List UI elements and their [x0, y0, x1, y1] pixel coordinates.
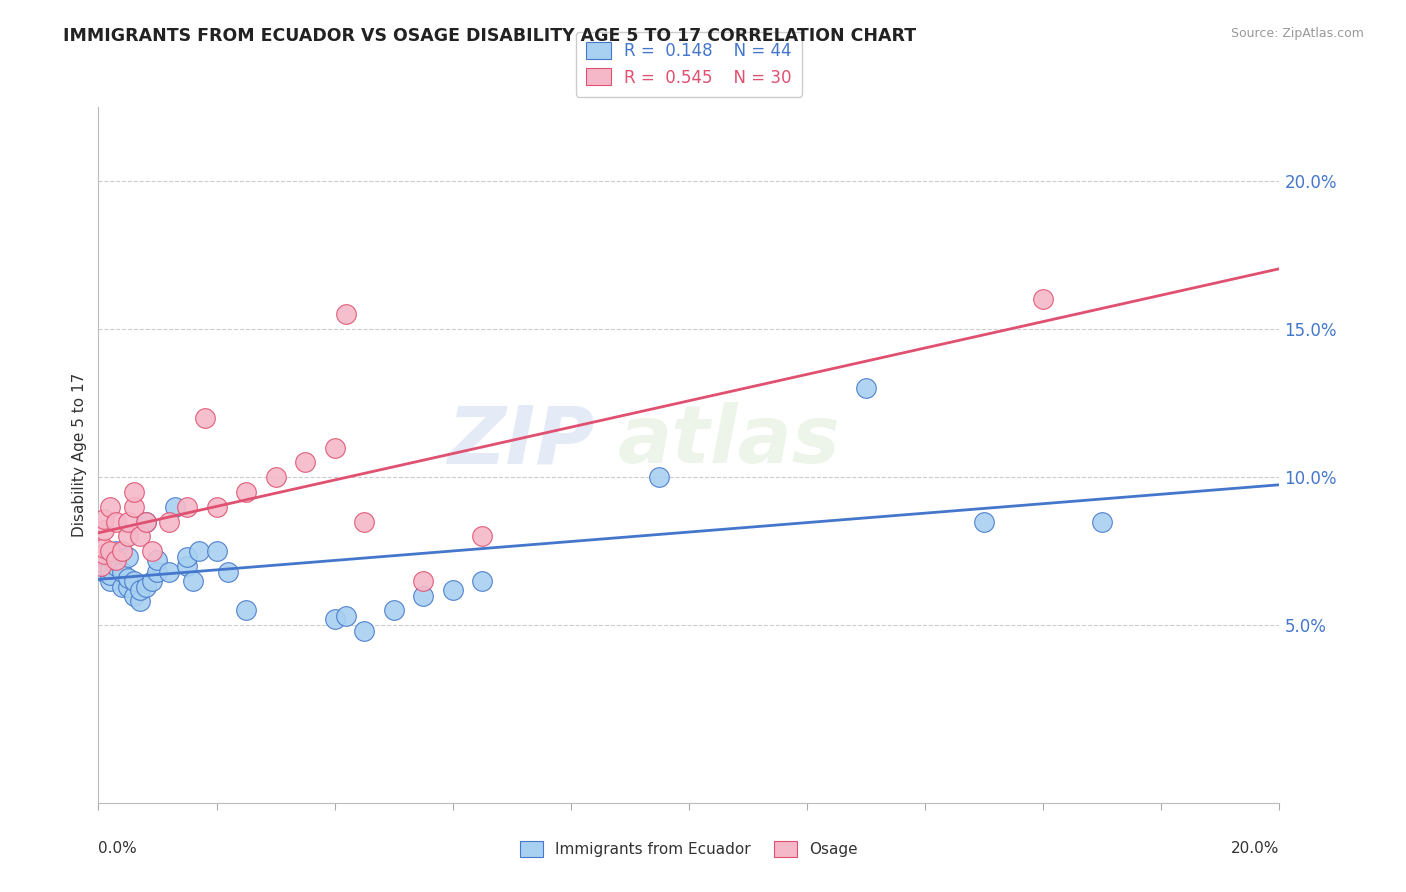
Point	[105, 558, 128, 573]
Point	[128, 594, 150, 608]
Point	[111, 544, 134, 558]
Point	[353, 624, 375, 638]
Point	[412, 589, 434, 603]
Point	[122, 574, 145, 588]
Point	[157, 515, 180, 529]
Point	[205, 544, 228, 558]
Point	[205, 500, 228, 514]
Point	[98, 544, 121, 558]
Point	[335, 307, 357, 321]
Text: IMMIGRANTS FROM ECUADOR VS OSAGE DISABILITY AGE 5 TO 17 CORRELATION CHART: IMMIGRANTS FROM ECUADOR VS OSAGE DISABIL…	[63, 27, 917, 45]
Legend: Immigrants from Ecuador, Osage: Immigrants from Ecuador, Osage	[513, 833, 865, 864]
Point	[98, 567, 121, 582]
Point	[111, 580, 134, 594]
Point	[93, 565, 115, 579]
Point	[135, 515, 157, 529]
Point	[323, 612, 346, 626]
Point	[146, 565, 169, 579]
Point	[264, 470, 287, 484]
Point	[93, 556, 115, 570]
Point	[335, 609, 357, 624]
Point	[217, 565, 239, 579]
Text: Source: ZipAtlas.com: Source: ZipAtlas.com	[1230, 27, 1364, 40]
Point	[176, 550, 198, 565]
Point	[187, 544, 209, 558]
Point	[93, 547, 115, 561]
Point	[294, 455, 316, 469]
Point	[105, 544, 128, 558]
Point	[973, 515, 995, 529]
Point	[111, 565, 134, 579]
Point	[98, 550, 121, 565]
Point	[141, 544, 163, 558]
Point	[122, 589, 145, 603]
Point	[122, 484, 145, 499]
Point	[194, 411, 217, 425]
Point	[181, 574, 204, 588]
Point	[855, 381, 877, 395]
Point	[117, 550, 139, 565]
Point	[128, 529, 150, 543]
Point	[93, 541, 115, 556]
Point	[382, 603, 405, 617]
Point	[165, 500, 187, 514]
Point	[93, 524, 115, 538]
Point	[1032, 293, 1054, 307]
Point	[412, 574, 434, 588]
Point	[471, 574, 494, 588]
Point	[141, 574, 163, 588]
Text: ZIP: ZIP	[447, 402, 595, 480]
Text: 20.0%: 20.0%	[1232, 841, 1279, 856]
Point	[323, 441, 346, 455]
Point	[441, 582, 464, 597]
Point	[353, 515, 375, 529]
Point	[98, 562, 121, 576]
Point	[117, 529, 139, 543]
Point	[1091, 515, 1114, 529]
Point	[90, 558, 112, 573]
Point	[146, 553, 169, 567]
Text: atlas: atlas	[619, 402, 841, 480]
Point	[117, 515, 139, 529]
Point	[105, 515, 128, 529]
Point	[176, 500, 198, 514]
Point	[135, 580, 157, 594]
Point	[235, 484, 257, 499]
Point	[235, 603, 257, 617]
Point	[648, 470, 671, 484]
Point	[135, 515, 157, 529]
Point	[471, 529, 494, 543]
Y-axis label: Disability Age 5 to 17: Disability Age 5 to 17	[72, 373, 87, 537]
Point	[128, 582, 150, 597]
Point	[105, 553, 128, 567]
Point	[98, 574, 121, 588]
Point	[98, 500, 121, 514]
Point	[93, 550, 115, 565]
Point	[176, 558, 198, 573]
Text: 0.0%: 0.0%	[98, 841, 138, 856]
Point	[105, 553, 128, 567]
Point	[117, 580, 139, 594]
Point	[93, 511, 115, 525]
Point	[122, 500, 145, 514]
Point	[157, 565, 180, 579]
Point	[117, 571, 139, 585]
